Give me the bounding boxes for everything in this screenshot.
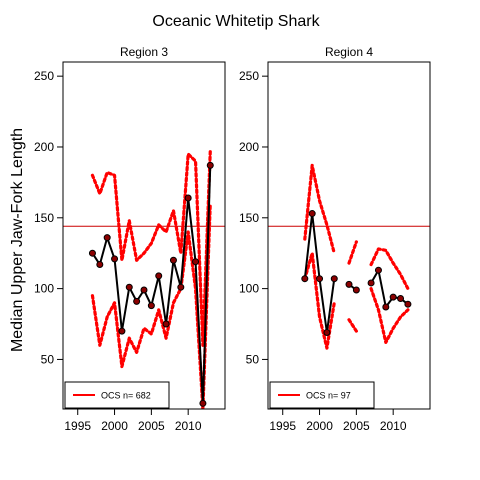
panels: Region 3 50 100 150 200 250 1995 2000 2005 2010 OC… (34, 45, 431, 433)
median-point (169, 256, 177, 264)
median-point (162, 320, 170, 328)
x-tick-label: 2000 (306, 419, 333, 433)
y-tick-label: 50 (246, 352, 260, 366)
median-point (96, 261, 104, 269)
median-point (88, 249, 96, 257)
x-tick-label: 2005 (138, 419, 165, 433)
median-point (125, 283, 133, 291)
median-point (316, 275, 324, 283)
panel-1: Region 3 50 100 150 200 250 1995 2000 2005 2010 OC… (34, 45, 226, 433)
median-point (103, 234, 111, 242)
median-point (382, 303, 390, 311)
chart-title: Oceanic Whitetip Shark (152, 13, 320, 30)
median-point (352, 286, 360, 294)
upper-bound-line (347, 240, 358, 265)
x-tick-label: 2010 (380, 419, 407, 433)
x-tick-label: 2005 (343, 419, 370, 433)
y-axis-label: Median Upper Jaw-Fork Length (9, 128, 26, 352)
median-point (323, 329, 331, 337)
panel-title: Region 4 (325, 45, 373, 59)
panel-title: Region 3 (120, 45, 168, 59)
legend: OCS n= 97 (269, 381, 375, 409)
y-tick-label: 50 (41, 352, 55, 366)
x-tick-label: 1995 (269, 419, 296, 433)
median-point (177, 283, 185, 291)
median-point (374, 266, 382, 274)
median-point (397, 295, 405, 303)
median-point (155, 272, 163, 280)
y-tick-label: 100 (34, 282, 54, 296)
legend-label: OCS n= 682 (101, 391, 151, 401)
y-tick-label: 150 (239, 211, 259, 225)
lower-bound-line (347, 318, 358, 333)
y-tick-label: 250 (34, 69, 54, 83)
y-tick-label: 100 (239, 282, 259, 296)
lower-bound-line (369, 287, 410, 345)
median-point (192, 258, 200, 266)
upper-bound-line (90, 149, 212, 347)
median-point (404, 300, 412, 308)
median-point (118, 327, 126, 335)
median-point (389, 293, 397, 301)
median-point (345, 280, 353, 288)
y-tick-label: 250 (239, 69, 259, 83)
median-point (140, 286, 148, 294)
plot-area (63, 149, 225, 409)
median-point (147, 302, 155, 310)
median-point (301, 275, 309, 283)
median-point (133, 297, 141, 305)
y-tick-label: 200 (239, 140, 259, 154)
upper-bound-line (303, 163, 336, 255)
y-tick-label: 200 (34, 140, 54, 154)
median-point (184, 194, 192, 202)
median-point (199, 399, 207, 407)
x-tick-label: 2000 (101, 419, 128, 433)
x-tick-label: 2010 (175, 419, 202, 433)
median-point (367, 279, 375, 287)
median-point (308, 210, 316, 218)
median-point (206, 161, 214, 169)
median-point (330, 275, 338, 283)
plot-area (268, 163, 430, 350)
legend-label: OCS n= 97 (306, 391, 351, 401)
median-line (91, 165, 212, 404)
plot-frame (62, 61, 226, 410)
y-tick-label: 150 (34, 211, 54, 225)
median-point (111, 255, 119, 263)
legend: OCS n= 682 (64, 381, 170, 409)
x-tick-label: 1995 (64, 419, 91, 433)
panel-2: Region 4 50 100 150 200 250 1995 2000 2005 2010 OC… (239, 45, 431, 433)
plot-frame (267, 61, 431, 410)
upper-bound-line (369, 247, 410, 291)
lower-bound-line (90, 202, 212, 409)
